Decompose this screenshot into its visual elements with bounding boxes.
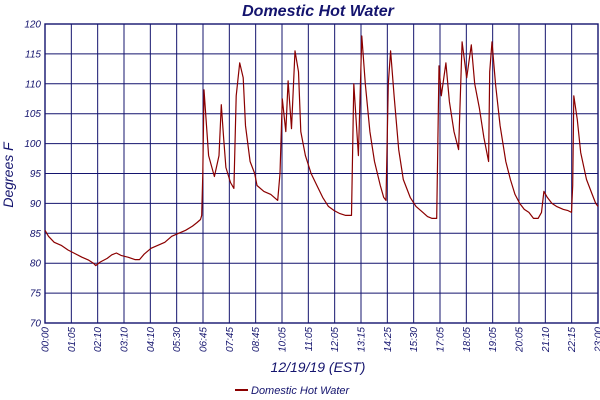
- x-tick-label: 01:05: [67, 327, 78, 352]
- y-tick-label: 75: [30, 289, 42, 300]
- y-tick-label: 80: [30, 259, 42, 270]
- grid: [44, 23, 599, 324]
- y-tick-label: 120: [24, 20, 41, 31]
- legend: Domestic Hot Water: [235, 385, 351, 397]
- x-tick-label: 20:05: [515, 327, 526, 353]
- x-tick-label: 18:05: [462, 327, 473, 352]
- x-tick-label: 13:15: [357, 327, 368, 352]
- x-tick-label: 15:30: [409, 327, 420, 352]
- y-tick-label: 110: [25, 79, 41, 90]
- chart-title: Domestic Hot Water: [242, 3, 395, 20]
- y-tick-label: 115: [25, 49, 41, 60]
- y-tick-label: 95: [30, 169, 42, 180]
- x-tick-label: 11:05: [304, 327, 315, 352]
- x-tick-label: 10:05: [278, 327, 289, 352]
- x-tick-label: 00:00: [41, 327, 52, 352]
- y-tick-label: 100: [24, 139, 41, 150]
- x-tick-label: 03:10: [120, 327, 131, 352]
- x-tick-label: 14:25: [383, 327, 394, 352]
- x-tick-label: 22:15: [567, 327, 578, 353]
- x-tick-label: 23:00: [594, 327, 600, 353]
- x-tick-label: 08:45: [251, 327, 262, 352]
- y-tick-label: 85: [30, 229, 42, 240]
- series-line-domestic-hot-water: [44, 35, 599, 267]
- x-tick-label: 21:10: [541, 327, 552, 353]
- x-tick-label: 07:45: [225, 327, 236, 352]
- x-tick-label: 04:10: [146, 327, 157, 352]
- x-axis-ticks: 00:00 01:05 02:10 03:10 04:10 05:30 06:45 07:45…: [41, 327, 600, 353]
- y-axis-label: Degrees F: [0, 141, 16, 208]
- x-axis-label: 12/19/19 (EST): [271, 359, 366, 375]
- x-tick-label: 17:05: [436, 327, 447, 352]
- y-tick-label: 90: [30, 199, 42, 210]
- x-tick-label: 19:05: [488, 327, 499, 352]
- legend-label: Domestic Hot Water: [251, 385, 351, 397]
- y-axis-ticks: 70 75 80 85 90 95 100 105 110 115 120: [24, 20, 41, 330]
- x-tick-label: 12:05: [330, 327, 341, 352]
- plot-frame: [44, 23, 599, 324]
- x-tick-label: 02:10: [93, 327, 104, 352]
- x-tick-label: 06:45: [199, 327, 210, 352]
- y-tick-label: 105: [24, 109, 41, 120]
- y-tick-label: 70: [30, 319, 42, 330]
- x-tick-label: 05:30: [172, 327, 183, 352]
